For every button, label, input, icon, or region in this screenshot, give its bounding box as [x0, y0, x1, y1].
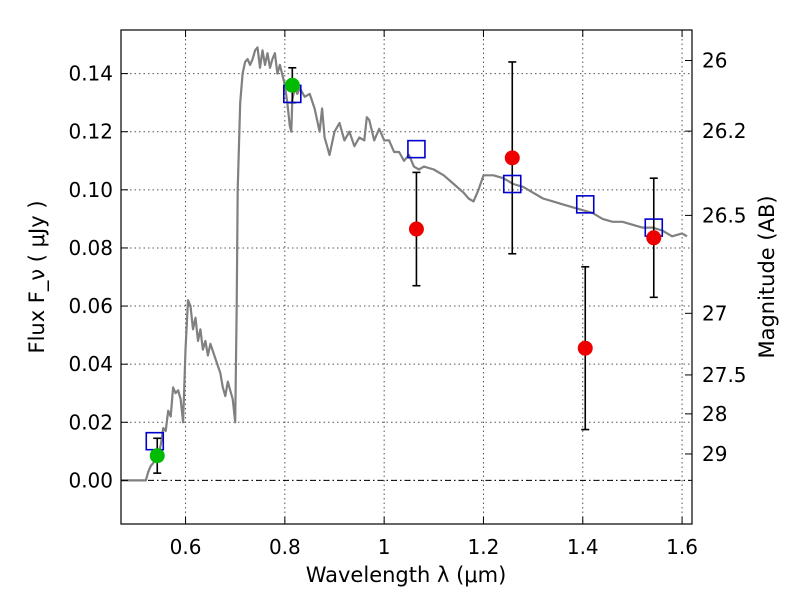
mag-tick-label: 26.2	[702, 119, 747, 143]
x-tick-label: 1.6	[666, 535, 698, 559]
model-square-marker	[407, 139, 426, 159]
y-tick-label: 0.14	[68, 62, 113, 86]
y-axis-label: Flux F_ν ( μJy )	[25, 200, 50, 353]
tick-labels: 0.6 0.8 1 1.2 1.4 1.6 0.00 0.02 0.04 0.06 0.08 0.10…	[68, 49, 746, 559]
photometry-point	[646, 230, 662, 246]
y-tick-label: 0.12	[68, 120, 113, 144]
mag-tick-label: 27	[702, 301, 727, 325]
axis-ticks	[121, 30, 692, 524]
mag-tick-label: 27.5	[702, 363, 747, 387]
y-tick-label: 0.06	[68, 294, 113, 318]
model-square-marker	[575, 195, 595, 214]
y-tick-label: 0.00	[68, 468, 113, 492]
photometry-point	[408, 221, 424, 237]
photometry-point	[149, 448, 165, 464]
grid	[121, 30, 692, 524]
sed-model-curve	[121, 46, 688, 482]
model-square-marker	[502, 174, 522, 194]
y-tick-label: 0.08	[68, 236, 113, 260]
mag-tick-label: 29	[702, 442, 727, 466]
x-tick-label: 0.6	[170, 535, 202, 559]
y-axis-right-label: Magnitude (AB)	[755, 195, 779, 358]
photometry-points	[149, 77, 662, 464]
mag-tick-label: 26	[702, 49, 727, 73]
x-tick-label: 1	[378, 535, 391, 559]
y-tick-label: 0.04	[68, 352, 113, 376]
sed-line	[121, 46, 688, 482]
x-axis-label: Wavelength λ (μm)	[306, 563, 507, 587]
plot-frame	[120, 29, 693, 525]
error-bars	[153, 61, 658, 474]
x-tick-label: 0.8	[269, 535, 301, 559]
photometry-point	[577, 340, 593, 356]
photometry-point	[284, 77, 300, 93]
mag-tick-label: 28	[702, 402, 727, 426]
y-tick-label: 0.10	[68, 178, 113, 202]
photometry-point	[504, 150, 520, 166]
x-tick-label: 1.4	[567, 535, 599, 559]
y-tick-label: 0.02	[68, 410, 113, 434]
x-tick-label: 1.2	[468, 535, 500, 559]
mag-tick-label: 26.5	[702, 203, 747, 227]
